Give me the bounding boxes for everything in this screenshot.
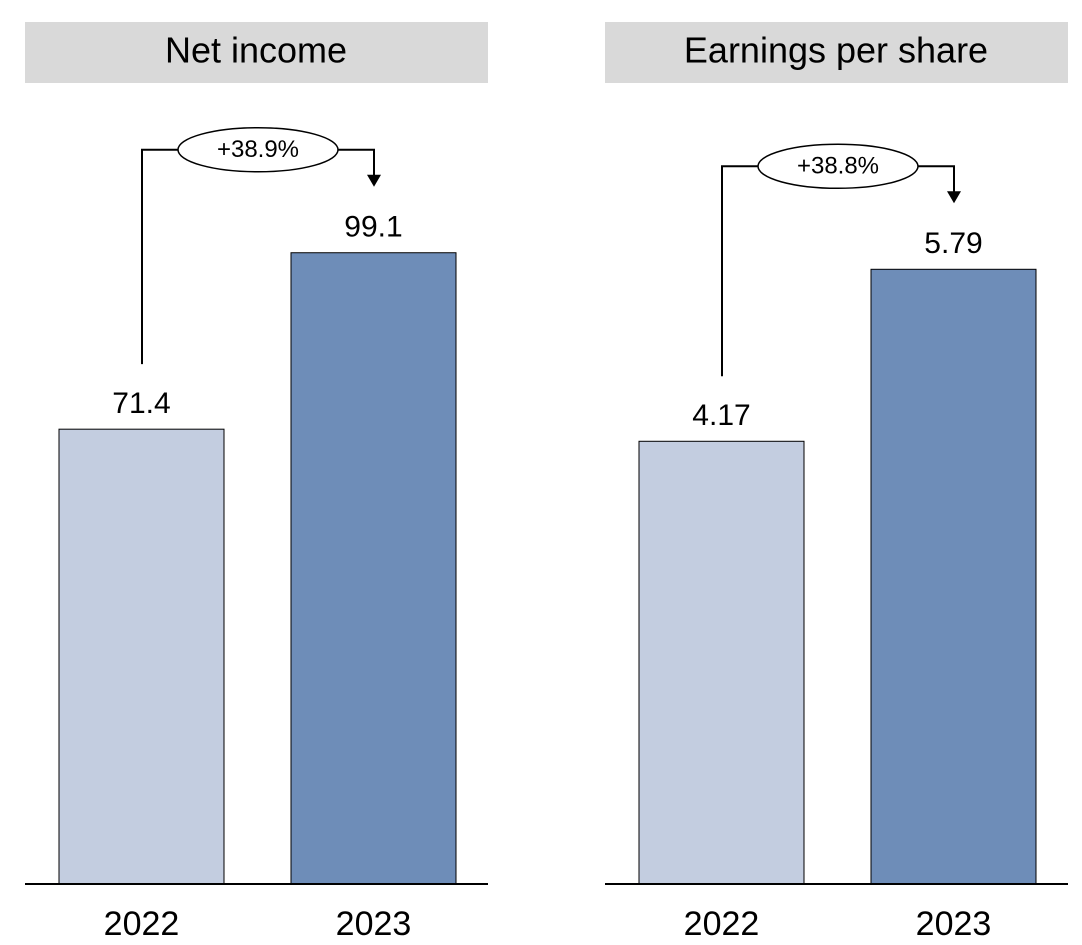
x-tick-label: 2023 [916,905,992,943]
value-label: 71.4 [112,387,170,420]
x-tick-label: 2022 [684,905,760,943]
arrow-head [947,191,961,204]
bar [870,268,1037,885]
growth-connector [721,165,955,377]
growth-bubble [757,143,919,190]
bar [290,252,457,885]
growth-label: +38.9% [217,136,299,163]
growth-bubble [177,126,339,173]
title-box [25,22,488,83]
bar [638,440,805,885]
chart-title: Net income [165,30,347,71]
growth-label: +38.8% [797,153,879,180]
x-tick-label: 2022 [104,905,180,943]
x-tick-label: 2023 [336,905,412,943]
arrow-head [367,174,381,187]
title-box [605,22,1068,83]
value-label: 5.79 [924,227,982,260]
value-label: 4.17 [692,399,750,432]
growth-connector [141,148,375,365]
chart-title: Earnings per share [684,30,988,71]
value-label: 99.1 [344,211,402,244]
bar [58,428,225,885]
